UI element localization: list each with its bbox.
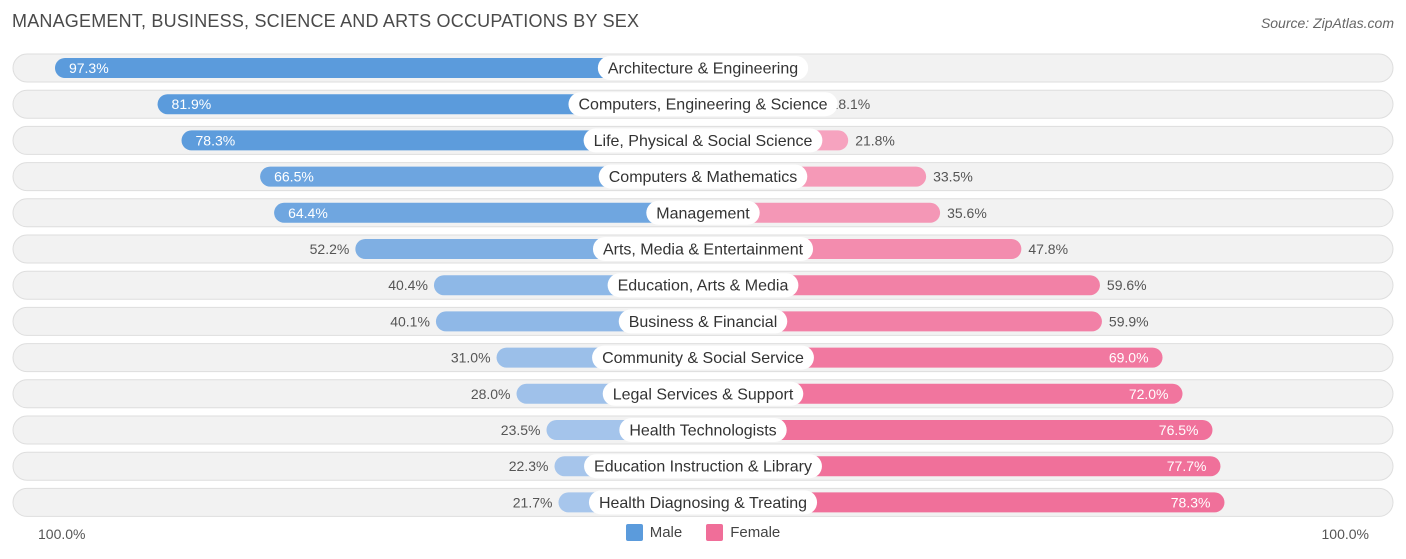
female-value-label: 76.5% bbox=[1159, 422, 1199, 438]
category-label-background bbox=[584, 454, 822, 479]
female-value-label: 59.6% bbox=[1107, 277, 1147, 293]
category-label-background bbox=[583, 128, 823, 153]
female-bar bbox=[703, 456, 1221, 477]
category-label-background bbox=[607, 273, 799, 298]
female-value-label: 21.8% bbox=[855, 132, 895, 148]
category-label-background bbox=[588, 490, 818, 515]
category-label-background bbox=[597, 56, 809, 80]
female-value-label: 59.9% bbox=[1109, 313, 1149, 329]
axis-label-left: 100.0% bbox=[38, 526, 86, 542]
male-value-label: 64.4% bbox=[288, 205, 328, 221]
legend-item-male: Male bbox=[625, 524, 683, 541]
category-label-background bbox=[646, 200, 760, 225]
female-bar bbox=[703, 383, 1183, 404]
male-value-label: 28.0% bbox=[471, 386, 511, 402]
category-label-background bbox=[592, 345, 814, 370]
male-bar bbox=[181, 130, 704, 151]
legend: Male Female bbox=[0, 524, 1406, 541]
category-label: Education, Arts & Media bbox=[618, 278, 789, 295]
female-bar bbox=[703, 311, 1102, 332]
category-label: Life, Physical & Social Science bbox=[594, 133, 813, 150]
female-bar bbox=[703, 202, 941, 223]
category-label-background bbox=[619, 418, 787, 442]
category-label-background bbox=[618, 309, 788, 334]
female-bar bbox=[703, 347, 1163, 368]
legend-item-female: Female bbox=[706, 524, 780, 541]
category-label-background bbox=[592, 237, 814, 261]
female-value-label: 33.5% bbox=[933, 169, 973, 185]
female-value-label: 72.0% bbox=[1129, 386, 1169, 402]
category-label: Computers, Engineering & Science bbox=[578, 97, 827, 114]
female-value-label: 69.0% bbox=[1109, 350, 1149, 366]
male-value-label: 97.3% bbox=[69, 60, 109, 76]
source-label: Source: ZipAtlas.com bbox=[1260, 15, 1394, 31]
female-value-label: 47.8% bbox=[1028, 241, 1068, 257]
axis-label-right: 100.0% bbox=[1321, 526, 1369, 542]
female-value-label: 78.3% bbox=[1171, 494, 1211, 510]
male-value-label: 21.7% bbox=[513, 494, 553, 510]
category-label: Computers & Mathematics bbox=[609, 169, 798, 186]
category-label: Education Instruction & Library bbox=[594, 459, 812, 476]
legend-female-label: Female bbox=[730, 524, 781, 541]
category-label: Health Diagnosing & Treating bbox=[599, 495, 807, 512]
category-label: Arts, Media & Entertainment bbox=[603, 242, 804, 259]
female-value-label: 77.7% bbox=[1167, 458, 1207, 474]
legend-male-label: Male bbox=[649, 524, 683, 541]
male-value-label: 40.1% bbox=[390, 313, 430, 329]
male-value-label: 40.4% bbox=[388, 277, 428, 293]
male-bar bbox=[54, 58, 704, 78]
category-label-background bbox=[602, 381, 804, 406]
category-label-background bbox=[598, 164, 808, 189]
female-bar bbox=[703, 275, 1100, 296]
female-bar bbox=[703, 492, 1225, 513]
female-bar bbox=[703, 420, 1213, 440]
category-label: Management bbox=[656, 205, 750, 222]
category-label: Legal Services & Support bbox=[613, 386, 794, 403]
male-bar bbox=[260, 166, 703, 187]
female-value-label: 18.1% bbox=[831, 96, 871, 112]
male-value-label: 23.5% bbox=[501, 422, 541, 438]
male-bar bbox=[157, 94, 703, 115]
chart-title: MANAGEMENT, BUSINESS, SCIENCE AND ARTS O… bbox=[12, 11, 640, 31]
female-value-label: 35.6% bbox=[947, 205, 987, 221]
male-swatch bbox=[625, 524, 643, 541]
category-label: Health Technologists bbox=[629, 423, 776, 440]
category-label: Community & Social Service bbox=[602, 350, 804, 367]
category-label-background bbox=[568, 92, 838, 117]
male-value-label: 66.5% bbox=[274, 169, 314, 185]
male-value-label: 78.3% bbox=[196, 132, 236, 148]
male-value-label: 52.2% bbox=[310, 241, 350, 257]
male-value-label: 22.3% bbox=[509, 458, 549, 474]
category-label: Architecture & Engineering bbox=[608, 61, 798, 78]
male-value-label: 31.0% bbox=[451, 350, 491, 366]
male-bar bbox=[274, 202, 703, 223]
female-swatch bbox=[706, 524, 724, 541]
category-label: Business & Financial bbox=[629, 314, 778, 331]
male-value-label: 81.9% bbox=[172, 96, 212, 112]
